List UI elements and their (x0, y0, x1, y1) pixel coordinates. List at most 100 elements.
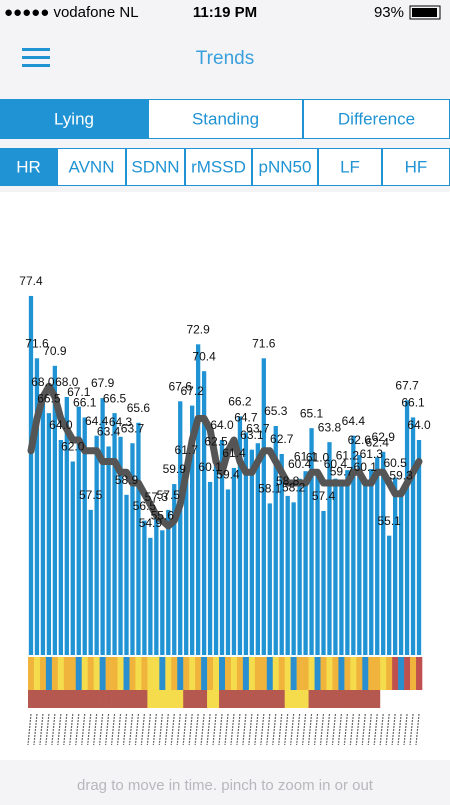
date-tick (254, 713, 259, 746)
strip-cell (278, 690, 285, 708)
value-label: 63.7 (246, 421, 270, 435)
strip-cell (416, 690, 423, 708)
bar (267, 503, 272, 655)
strip-cell (368, 690, 375, 708)
value-label: 61.2 (336, 448, 360, 462)
value-label: 64.0 (210, 418, 234, 432)
trend-line (27, 382, 423, 530)
bar (297, 478, 302, 655)
date-tick (278, 713, 283, 746)
date-tick (355, 713, 360, 746)
strip-cell (147, 657, 154, 690)
tab[interactable] (57, 148, 126, 186)
bar (321, 510, 326, 655)
tab-label: SDNN (131, 157, 179, 176)
date-tick (397, 713, 402, 746)
strip-cell (111, 690, 118, 708)
bar (76, 406, 81, 655)
bar (184, 464, 189, 655)
value-label: 59.9 (163, 462, 187, 476)
value-label: 59.7 (330, 464, 354, 478)
strip-cell (374, 690, 381, 708)
strip-cell (57, 657, 65, 690)
menu-bar (22, 56, 50, 59)
date-tick (188, 713, 193, 746)
value-label: 67.9 (91, 376, 115, 390)
value-label: 67.6 (169, 379, 193, 393)
bar (285, 495, 290, 655)
strip-cell (45, 690, 53, 708)
menu-button[interactable] (22, 48, 50, 67)
bar (398, 490, 404, 655)
tab[interactable] (0, 99, 148, 139)
strip-cell (189, 657, 196, 690)
date-tick (152, 713, 157, 746)
bar (52, 365, 58, 655)
bar (124, 494, 129, 655)
strip-cell (165, 690, 172, 708)
strip-cell (69, 657, 77, 690)
bar (273, 426, 278, 655)
bar (34, 358, 40, 655)
strip-cell (278, 657, 285, 690)
value-label: 54.9 (139, 516, 163, 530)
bar (160, 530, 165, 655)
strip-cell (141, 690, 148, 708)
value-label: 55.6 (151, 508, 175, 522)
value-label: 58.2 (282, 481, 306, 495)
tab[interactable] (0, 148, 57, 186)
date-tick (194, 713, 199, 746)
value-label: 58.9 (115, 473, 139, 487)
menu-bar (22, 48, 50, 51)
strip-cell (93, 690, 100, 708)
tab[interactable] (303, 99, 450, 139)
tab[interactable] (252, 148, 318, 186)
strip-cell (153, 690, 160, 708)
date-tick (373, 713, 378, 746)
strip-cell (332, 690, 339, 708)
tab-label: HF (405, 157, 428, 176)
value-label: 71.6 (252, 336, 276, 350)
tab[interactable] (185, 148, 252, 186)
date-tick (218, 713, 223, 746)
strip-cell (141, 657, 148, 690)
value-label: 62.4 (366, 435, 390, 449)
bar (249, 449, 255, 655)
date-tick (272, 713, 277, 746)
tab[interactable] (126, 148, 185, 186)
strip-cell (356, 657, 363, 690)
bar (58, 440, 63, 655)
date-tick (206, 713, 211, 746)
tab[interactable] (382, 148, 450, 186)
strip-cell (57, 690, 65, 708)
date-tick (403, 713, 408, 746)
date-tick (313, 713, 319, 746)
date-tick (266, 713, 271, 746)
date-tick (116, 713, 122, 746)
bar (201, 371, 207, 655)
date-tick (75, 713, 80, 746)
bar (82, 417, 87, 655)
date-tick (349, 713, 354, 746)
strip-cell (207, 690, 214, 708)
tab[interactable] (318, 148, 382, 186)
strip-cell (69, 690, 77, 708)
strip-cell (392, 657, 399, 690)
strip-cell (213, 690, 220, 708)
tab[interactable] (148, 99, 303, 139)
date-tick (337, 713, 343, 746)
date-tick (224, 713, 229, 746)
date-tick (236, 713, 241, 746)
strip-cell (159, 690, 166, 708)
value-label: 55.1 (377, 514, 401, 528)
strip-cell (272, 690, 280, 708)
date-tick (290, 713, 295, 746)
bar (112, 413, 117, 655)
value-label: 68.0 (55, 375, 79, 389)
date-tick (134, 713, 140, 746)
date-tick (385, 713, 390, 746)
strip-cell (39, 690, 47, 708)
bar (333, 478, 338, 655)
strip-cell (99, 690, 106, 708)
strip-cell (260, 657, 268, 690)
